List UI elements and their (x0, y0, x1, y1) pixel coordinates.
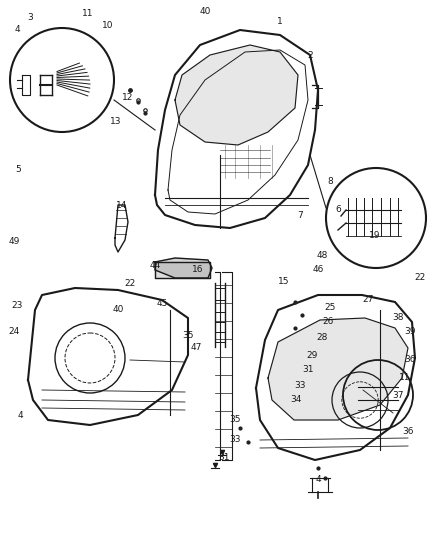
Text: 10: 10 (102, 21, 114, 30)
Text: 31: 31 (302, 366, 314, 375)
Polygon shape (175, 45, 298, 145)
Text: 35: 35 (182, 330, 194, 340)
Text: 4: 4 (315, 475, 321, 484)
Text: 40: 40 (112, 305, 124, 314)
Text: 11: 11 (399, 374, 411, 383)
Text: 37: 37 (392, 391, 404, 400)
Text: 4: 4 (17, 410, 23, 419)
Polygon shape (268, 318, 408, 420)
Text: 11: 11 (82, 10, 94, 19)
Text: 1: 1 (277, 18, 283, 27)
Text: 40: 40 (199, 7, 211, 17)
Text: 8: 8 (327, 177, 333, 187)
Text: 7: 7 (297, 211, 303, 220)
Text: 6: 6 (335, 206, 341, 214)
Text: 47: 47 (191, 343, 201, 352)
Text: 26: 26 (322, 318, 334, 327)
Text: 14: 14 (117, 200, 128, 209)
Text: 49: 49 (8, 238, 20, 246)
Text: 22: 22 (124, 279, 136, 287)
Text: 19: 19 (369, 230, 381, 239)
Text: 33: 33 (294, 381, 306, 390)
Text: 5: 5 (15, 166, 21, 174)
Text: 23: 23 (11, 301, 23, 310)
Text: 13: 13 (110, 117, 122, 126)
Text: 3: 3 (27, 13, 33, 22)
Text: 15: 15 (278, 278, 290, 287)
Text: 4: 4 (14, 26, 20, 35)
Text: 28: 28 (316, 334, 328, 343)
Text: 31: 31 (218, 454, 230, 463)
Text: 48: 48 (316, 251, 328, 260)
Text: 27: 27 (362, 295, 374, 304)
Text: 29: 29 (306, 351, 318, 359)
Polygon shape (155, 258, 212, 278)
Text: 12: 12 (122, 93, 134, 102)
Text: 33: 33 (229, 435, 241, 445)
Text: 45: 45 (156, 298, 168, 308)
Text: 2: 2 (307, 51, 313, 60)
Text: 35: 35 (229, 416, 241, 424)
Text: 38: 38 (392, 313, 404, 322)
Text: 16: 16 (192, 265, 204, 274)
Text: 22: 22 (414, 273, 426, 282)
Text: 24: 24 (8, 327, 20, 336)
Text: 34: 34 (290, 395, 302, 405)
Text: 25: 25 (324, 303, 336, 312)
Text: 39: 39 (404, 327, 416, 336)
Polygon shape (155, 262, 210, 278)
Text: 46: 46 (312, 265, 324, 274)
Text: 36: 36 (404, 356, 416, 365)
Text: 36: 36 (402, 427, 414, 437)
Text: 44: 44 (149, 261, 161, 270)
